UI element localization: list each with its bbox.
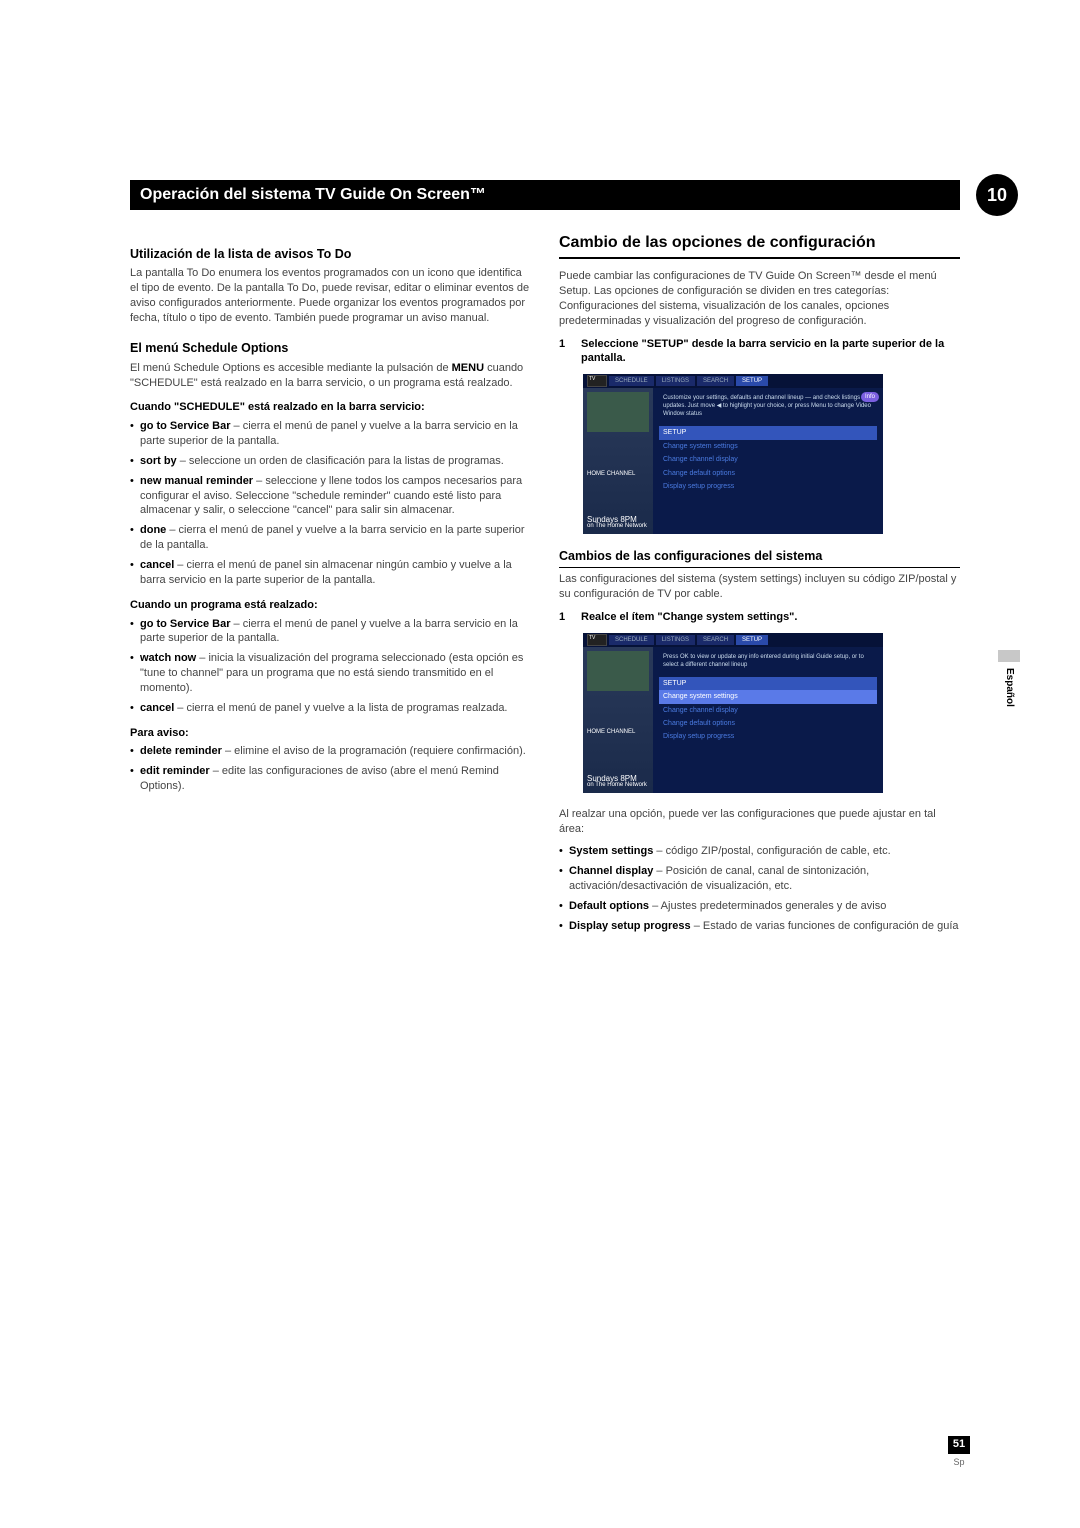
list-item: System settings – código ZIP/postal, con…	[559, 844, 960, 859]
ss2-menu-item: Display setup progress	[659, 730, 877, 743]
list-item: done – cierra el menú de panel y vuelve …	[130, 523, 531, 553]
ss1-menu-item: Change default options	[659, 467, 877, 480]
chapter-header: Operación del sistema TV Guide On Screen…	[130, 180, 960, 210]
right-column: Cambio de las opciones de configuración …	[559, 232, 960, 939]
list-item: new manual reminder – seleccione y llene…	[130, 474, 531, 519]
list-schedule-bar: go to Service Bar – cierra el menú de pa…	[130, 419, 531, 587]
ss2-help-text: Press OK to view or update any info ente…	[659, 651, 877, 671]
promo-time: Sundays 8PM on The Home Network	[587, 516, 649, 530]
tv-guide-logo: TV	[587, 375, 607, 387]
screenshot-setup-menu: TV SCHEDULE LISTINGS SEARCH SETUP Info H…	[583, 374, 883, 534]
promo-text: HOME CHANNEL	[587, 471, 649, 478]
two-column-layout: Utilización de la lista de avisos To Do …	[130, 232, 960, 939]
list-item: edit reminder – edite las configuracione…	[130, 764, 531, 794]
ss1-main: Customize your settings, defaults and ch…	[653, 388, 883, 534]
para-schedule-options: El menú Schedule Options es accesible me…	[130, 361, 531, 391]
heading-schedule-options: El menú Schedule Options	[130, 340, 531, 357]
heading-rule	[559, 257, 960, 259]
ss2-topbar: TV SCHEDULE LISTINGS SEARCH SETUP	[583, 633, 883, 647]
page-lang-code: Sp	[948, 1456, 970, 1468]
list-item: go to Service Bar – cierra el menú de pa…	[130, 419, 531, 449]
side-tab-marker	[998, 650, 1020, 662]
info-badge: Info	[861, 392, 879, 402]
ss1-menu-item: Display setup progress	[659, 480, 877, 493]
ss2-tab: SEARCH	[697, 635, 734, 645]
screenshot-change-system: TV SCHEDULE LISTINGS SEARCH SETUP HOME C…	[583, 633, 883, 793]
list-item: Channel display – Posición de canal, can…	[559, 864, 960, 894]
ss1-tab: SEARCH	[697, 376, 734, 386]
subhead-reminder: Para aviso:	[130, 726, 531, 741]
ss2-tab-active: SETUP	[736, 635, 768, 645]
list-item: cancel – cierra el menú de panel sin alm…	[130, 558, 531, 588]
ss1-menu-header: SETUP	[659, 426, 877, 439]
left-column: Utilización de la lista de avisos To Do …	[130, 232, 531, 939]
promo-text: HOME CHANNEL	[587, 729, 649, 736]
list-item: Display setup progress – Estado de varia…	[559, 919, 960, 934]
chapter-title: Operación del sistema TV Guide On Screen…	[140, 184, 486, 206]
ss1-topbar: TV SCHEDULE LISTINGS SEARCH SETUP	[583, 374, 883, 388]
promo-time: Sundays 8PM on The Home Network	[587, 775, 649, 789]
list-item: watch now – inicia la visualización del …	[130, 651, 531, 696]
ss1-tab-active: SETUP	[736, 376, 768, 386]
list-item: sort by – seleccione un orden de clasifi…	[130, 454, 531, 469]
page-footer: 51 Sp	[948, 1436, 970, 1468]
para-change-config: Puede cambiar las configuraciones de TV …	[559, 269, 960, 328]
chapter-number-badge: 10	[976, 174, 1018, 216]
side-tab-label: Español	[1002, 668, 1016, 707]
heading-system-settings: Cambios de las configuraciones del siste…	[559, 548, 960, 568]
ss1-menu-item: Change channel display	[659, 453, 877, 466]
para-todo: La pantalla To Do enumera los eventos pr…	[130, 266, 531, 325]
ss2-tab: SCHEDULE	[609, 635, 654, 645]
ss1-menu-item: Change system settings	[659, 440, 877, 453]
ss2-sidebar: HOME CHANNEL Sundays 8PM on The Home Net…	[583, 647, 653, 793]
page-number: 51	[948, 1436, 970, 1454]
ss1-help-text: Customize your settings, defaults and ch…	[659, 392, 877, 420]
list-setup-options: System settings – código ZIP/postal, con…	[559, 844, 960, 933]
list-item: go to Service Bar – cierra el menú de pa…	[130, 617, 531, 647]
list-item: cancel – cierra el menú de panel y vuelv…	[130, 701, 531, 716]
ss1-tab: SCHEDULE	[609, 376, 654, 386]
heading-todo: Utilización de la lista de avisos To Do	[130, 246, 531, 263]
ss2-menu-header: SETUP	[659, 677, 877, 690]
subhead-program-highlighted: Cuando un programa está realzado:	[130, 598, 531, 613]
list-item: delete reminder – elimine el aviso de la…	[130, 744, 531, 759]
subhead-schedule-bar: Cuando "SCHEDULE" está realzado en la ba…	[130, 400, 531, 415]
language-side-tab: Español	[998, 650, 1020, 707]
ss1-sidebar: HOME CHANNEL Sundays 8PM on The Home Net…	[583, 388, 653, 534]
step-1-setup: 1 Seleccione "SETUP" desde la barra serv…	[559, 337, 960, 367]
ss1-tab: LISTINGS	[656, 376, 695, 386]
ss2-menu-item-selected: Change system settings	[659, 690, 877, 703]
ss2-tab: LISTINGS	[656, 635, 695, 645]
list-item: Default options – Ajustes predeterminado…	[559, 899, 960, 914]
list-reminder: delete reminder – elimine el aviso de la…	[130, 744, 531, 794]
para-system-settings: Las configuraciones del sistema (system …	[559, 572, 960, 602]
step-1-change-system: 1 Realce el ítem "Change system settings…	[559, 610, 960, 625]
ss2-menu-item: Change channel display	[659, 704, 877, 717]
heading-change-config: Cambio de las opciones de configuración	[559, 232, 960, 254]
ss2-menu-item: Change default options	[659, 717, 877, 730]
ss2-main: Press OK to view or update any info ente…	[653, 647, 883, 793]
video-preview	[587, 392, 649, 432]
tv-guide-logo: TV	[587, 634, 607, 646]
video-preview	[587, 651, 649, 691]
para-highlight-option: Al realzar una opción, puede ver las con…	[559, 807, 960, 837]
list-program-highlighted: go to Service Bar – cierra el menú de pa…	[130, 617, 531, 716]
